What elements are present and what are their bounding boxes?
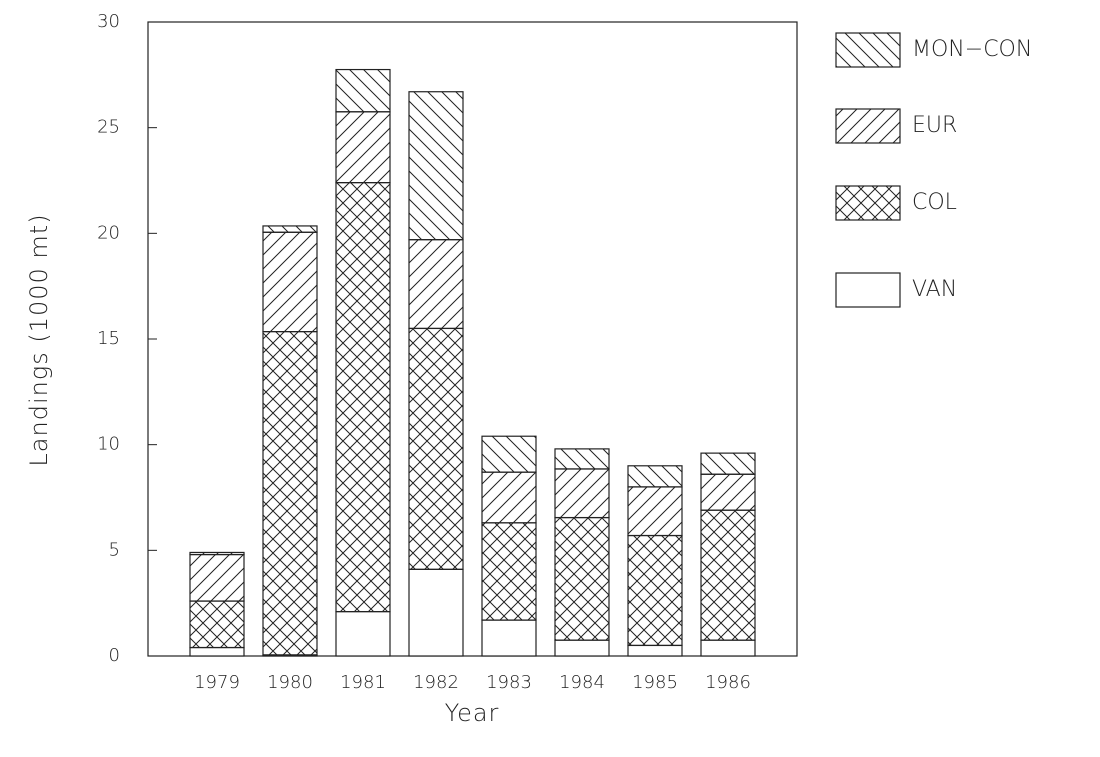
bar-segment: [700, 452, 756, 475]
bar-segment: [700, 639, 756, 657]
bar-segment: [481, 471, 537, 524]
bar-segment: [189, 553, 245, 602]
bar-segment: [335, 111, 391, 184]
bar-segment: [262, 231, 318, 333]
x-tick-label: 1983: [486, 672, 532, 693]
bar-segment: [335, 68, 391, 113]
bar-segment: [627, 486, 683, 537]
legend-label: MON−CON: [912, 37, 1032, 62]
legend-swatch: [835, 185, 901, 221]
y-tick-label: 25: [97, 117, 120, 138]
bar-segment: [554, 448, 610, 470]
x-tick-label: 1979: [194, 672, 240, 693]
x-tick-label: 1981: [340, 672, 386, 693]
bar-segment: [335, 611, 391, 657]
y-tick-label: 20: [97, 222, 120, 243]
y-tick-label: 5: [109, 539, 120, 560]
bar-segment: [408, 91, 464, 241]
y-tick-label: 30: [97, 11, 120, 32]
bar-segment: [554, 468, 610, 519]
bar-segment: [262, 331, 318, 656]
bar-segment: [481, 522, 537, 621]
y-axis-label: Landings (1000 mt): [25, 213, 53, 466]
bar-segment: [189, 646, 245, 657]
y-tick-label: 0: [109, 645, 120, 666]
y-tick-label: 10: [97, 434, 120, 455]
legend-swatch: [835, 32, 901, 68]
x-tick-label: 1980: [267, 672, 313, 693]
bar-segment: [700, 509, 756, 641]
y-tick-label: 15: [97, 328, 120, 349]
bar-segment: [408, 568, 464, 657]
bar-segment: [262, 225, 318, 233]
bar-segment: [335, 182, 391, 613]
bar-segment: [554, 639, 610, 657]
bar-segment: [627, 534, 683, 647]
bar-segment: [481, 435, 537, 473]
x-tick-label: 1986: [705, 672, 751, 693]
bar-segment: [189, 551, 245, 556]
bar-segment: [408, 327, 464, 570]
bar-segment: [627, 465, 683, 488]
legend-swatch: [835, 272, 901, 308]
x-tick-label: 1985: [632, 672, 678, 693]
bar-segment: [554, 516, 610, 641]
plot-frame: [147, 21, 798, 657]
legend-label: COL: [912, 190, 957, 215]
legend-label: VAN: [912, 277, 957, 302]
x-axis-label: Year: [445, 699, 500, 727]
bar-segment: [627, 644, 683, 657]
bar-segment: [481, 619, 537, 657]
x-tick-label: 1984: [559, 672, 605, 693]
bar-segment: [408, 239, 464, 330]
x-tick-label: 1982: [413, 672, 459, 693]
legend-label: EUR: [912, 113, 957, 138]
legend-swatch: [835, 108, 901, 144]
bar-segment: [189, 600, 245, 649]
bar-segment: [700, 473, 756, 511]
